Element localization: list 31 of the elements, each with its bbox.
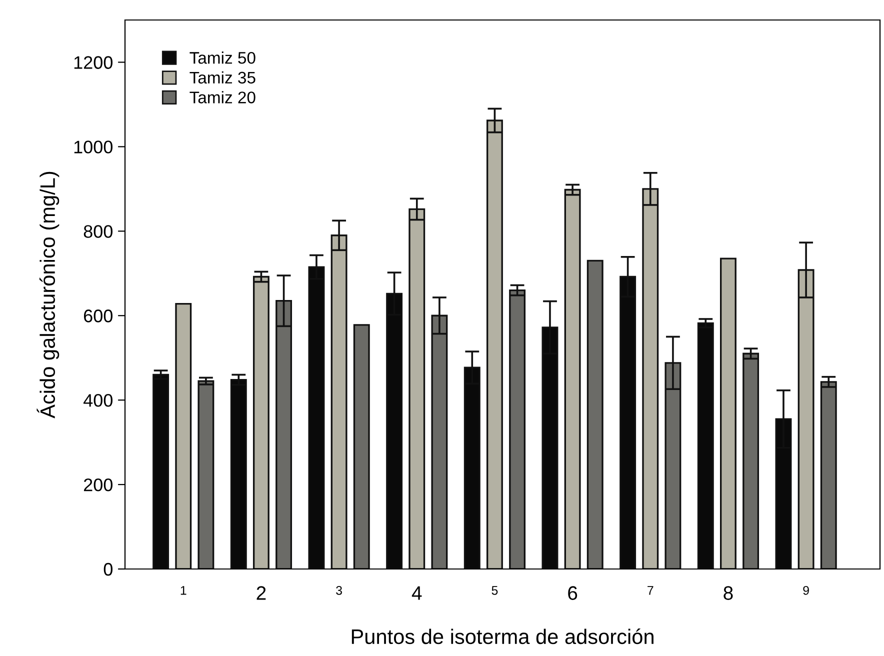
legend-label: Tamiz 35 <box>190 71 256 84</box>
bar <box>586 260 604 569</box>
bar <box>509 289 526 569</box>
bar <box>820 381 837 569</box>
y-axis-title: Ácido galacturónico (mg/L) <box>36 172 60 418</box>
y-tick-label: 200 <box>84 478 112 492</box>
x-tick-label: 7 <box>648 586 654 595</box>
x-tick-label: 1 <box>180 586 186 595</box>
y-tick-label: 800 <box>84 225 112 238</box>
x-tick-label: 5 <box>492 586 498 595</box>
bar <box>564 188 581 569</box>
y-tick-label: 1000 <box>74 140 112 154</box>
y-tick-label: 600 <box>84 310 112 322</box>
y-tick-label: 0 <box>104 562 112 576</box>
bar <box>742 352 760 569</box>
x-tick-label: 2 <box>256 586 266 600</box>
y-tick-label: 400 <box>83 394 112 407</box>
x-tick-label: 3 <box>336 586 342 595</box>
x-axis-title: Puntos de isoterma de adsorción <box>352 628 654 644</box>
bar <box>175 302 192 569</box>
x-tick-label: 4 <box>412 586 422 600</box>
bar <box>198 380 214 569</box>
bar <box>720 258 736 569</box>
legend-label: Tamiz 50 <box>190 52 256 64</box>
legend-label: Tamiz 20 <box>190 91 256 104</box>
bar <box>353 324 370 569</box>
y-tick-label: 1200 <box>74 56 112 69</box>
x-tick-label: 8 <box>724 586 733 600</box>
x-tick-label: 9 <box>803 586 809 595</box>
x-tick-label: 6 <box>568 586 578 600</box>
bar <box>252 276 270 569</box>
